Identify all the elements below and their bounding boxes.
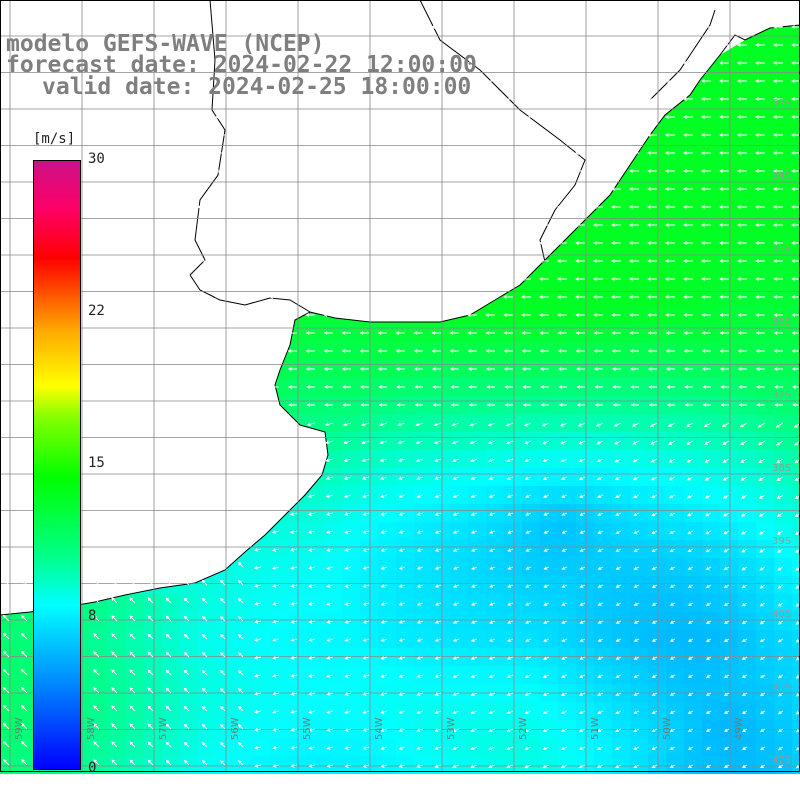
latitude-label: 37S [772,390,792,401]
latitude-label: 35S [772,244,792,255]
latitude-label: 38S [772,463,792,474]
colorbar [33,160,81,770]
latitude-label: 34S [772,171,792,182]
border-uruguay [189,0,226,276]
wind-vectors [0,7,800,769]
longitude-label: 49W [734,717,745,740]
longitude-label: 53W [446,717,457,740]
longitude-label: 55W [302,717,313,740]
longitude-label: 51W [590,717,601,740]
colorbar-tick: 22 [88,303,105,319]
longitude-label: 50W [662,717,673,740]
colorbar-tick: 0 [88,760,97,776]
latitude-label: 40S [772,609,792,620]
latitude-label: 42S [772,755,792,766]
longitude-label: 56W [230,717,241,740]
lagoon [649,9,716,101]
forecast-date: forecast date: 2024-02-22 12:00:00 [6,52,477,78]
colorbar-tick: 30 [88,151,105,167]
river-plate-inner [189,274,311,313]
colorbar-tick: 15 [88,455,105,471]
longitude-label: 59W [14,717,25,740]
latitude-label: 36S [772,317,792,328]
model-title: modelo GEFS-WAVE (NCEP) [6,31,325,57]
colorbar-unit: [m/s] [33,131,76,147]
valid-date: valid date: 2024-02-25 18:00:00 [42,74,472,100]
latitude-label: 39S [772,536,792,547]
longitude-label: 54W [374,717,385,740]
longitude-label: 52W [518,717,529,740]
longitude-label: 58W [86,717,97,740]
longitude-label: 57W [158,717,169,740]
latitude-label: 41S [772,682,792,693]
latitude-label: 33S [772,98,792,109]
colorbar-tick: 8 [88,608,97,624]
